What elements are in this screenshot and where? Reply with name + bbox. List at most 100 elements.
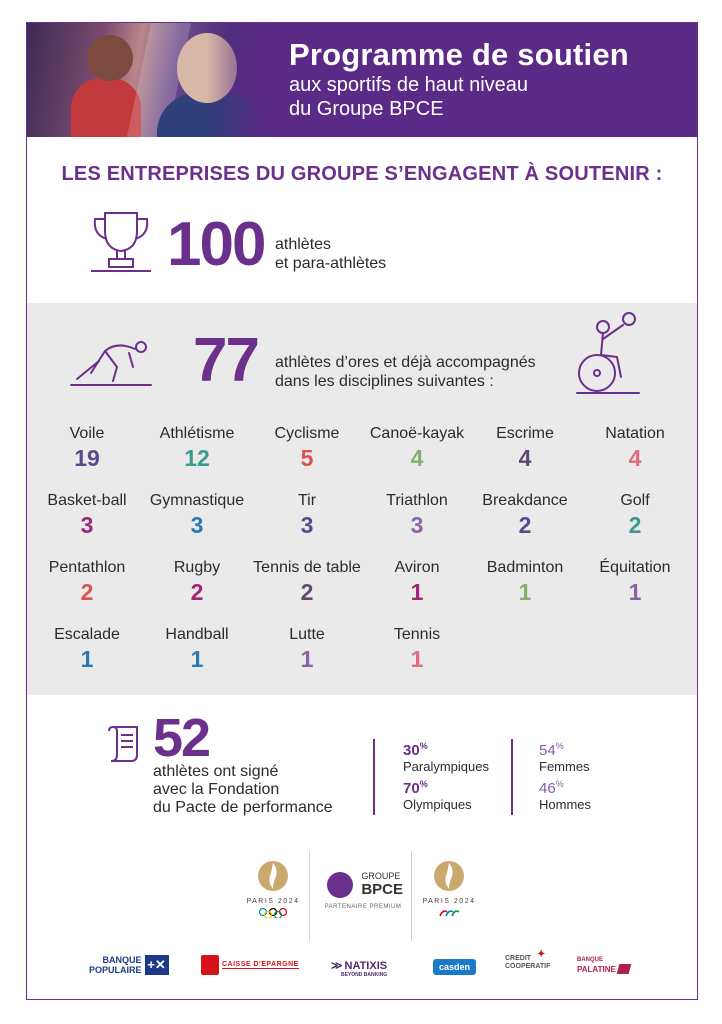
partner-separator-2 [411,851,412,941]
sport-item: Handball 1 [137,626,257,673]
casden-logo: casden [433,959,477,975]
sport-count: 2 [80,579,94,605]
paris-2024-olympic-logo: PARIS 2024 [243,859,303,923]
banque-palatine-logo: BANQUE PALATINE [577,957,632,974]
sport-name: Tennis [393,626,441,643]
sport-name: Lutte [289,626,325,643]
sport-name: Aviron [394,559,440,576]
sport-item: Rugby 2 [137,559,257,606]
infographic: Programme de soutien aux sportifs de hau… [26,22,698,1000]
sport-count: 3 [80,512,94,538]
accompanied-number: 77 [193,326,260,395]
stats-divider-2 [511,739,513,815]
agitos-icon [439,910,460,917]
stat-olympic: 70% Olympiques [403,779,472,812]
sport-item: Canoë-kayak 4 [357,425,477,472]
sprinter-icon [70,341,152,386]
sport-item: Gymnastique 3 [137,492,257,539]
sport-item: Voile 19 [27,425,147,472]
star-icon: ✦ [537,949,546,960]
groupe-bpce-logo: GROUPE BPCE PARTENAIRE PREMIUM [324,871,403,910]
sport-count: 1 [628,579,642,605]
section-headline: LES ENTREPRISES DU GROUPE S’ENGAGENT À S… [61,163,663,185]
wheelchair-athlete-icon [576,312,640,394]
sport-name: Voile [69,425,105,442]
sport-name: Badminton [486,559,564,576]
subtitle-line-2: du Groupe BPCE [289,98,444,120]
sport-count: 2 [190,579,204,605]
stat-paralympic: 30% Paralympiques [403,741,489,774]
flame-icon [258,861,288,891]
sport-name: Pentathlon [48,559,126,576]
sport-name: Handball [165,626,229,643]
sport-item: Tennis de table 2 [247,559,367,606]
palatine-flag-icon [616,964,632,974]
sport-name: Escalade [54,626,120,643]
sport-count: 2 [628,512,642,538]
olympic-rings-icon [258,907,288,920]
sport-item: Breakdance 2 [465,492,585,539]
sport-item: Athlétisme 12 [137,425,257,472]
sport-name: Cyclisme [274,425,340,442]
sport-count: 1 [80,646,94,672]
banque-populaire-logo: BANQUE POPULAIRE +✕ [89,955,169,975]
contract-scroll-icon [108,725,138,762]
sport-item: Aviron 1 [357,559,477,606]
sport-name: Canoë-kayak [369,425,465,442]
sport-item: Natation 4 [575,425,695,472]
sport-count: 5 [300,445,314,471]
disciplines-panel [27,303,697,695]
sport-item: Triathlon 3 [357,492,477,539]
caisse-epargne-logo: CAISSE D'EPARGNE [201,955,299,975]
sport-count: 4 [628,445,642,471]
squirrel-icon [201,955,219,975]
sport-item: Escalade 1 [27,626,147,673]
bp-plus-x-icon: +✕ [144,955,169,975]
signed-number: 52 [153,708,211,768]
subtitle-line-1: aux sportifs de haut niveau [289,74,529,96]
sport-count: 3 [190,512,204,538]
sport-item: Cyclisme 5 [247,425,367,472]
sport-count: 2 [300,579,314,605]
athletes-target-label: athlètes et para-athlètes [275,236,387,272]
sport-name: Gymnastique [149,492,245,509]
stats-divider-1 [373,739,375,815]
sport-name: Athlétisme [159,425,235,442]
sport-count: 3 [410,512,424,538]
sport-name: Escrime [496,425,554,442]
sport-name: Triathlon [386,492,448,509]
credit-cooperatif-logo: CREDIT COOPERATIF ✦ [505,949,551,970]
sport-item: Basket-ball 3 [27,492,147,539]
sport-count: 3 [300,512,314,538]
sport-count: 1 [518,579,532,605]
sport-count: 2 [518,512,532,538]
sport-count: 12 [184,445,210,471]
sport-item: Pentathlon 2 [27,559,147,606]
paris-2024-paralympic-logo: PARIS 2024 [419,859,479,923]
sport-item: Lutte 1 [247,626,367,673]
signed-label: athlètes ont signé avec la Fondation du … [153,763,333,816]
sport-name: Natation [605,425,665,442]
sport-name: Équitation [599,559,671,576]
sport-name: Tennis de table [253,559,361,576]
page-title: Programme de soutien [289,37,629,72]
natixis-icon: ≫ [331,960,343,972]
flame-icon [434,861,464,891]
sport-item: Golf 2 [575,492,695,539]
sport-count: 1 [410,579,424,605]
sport-name: Basket-ball [47,492,127,509]
bpce-icon [327,871,354,898]
sport-count: 1 [410,646,424,672]
sport-name: Rugby [173,559,221,576]
trophy-icon [91,212,151,272]
partner-separator-1 [309,851,310,941]
header-banner: Programme de soutien aux sportifs de hau… [27,23,697,137]
sport-count: 4 [410,445,424,471]
stat-men: 46% Hommes [539,779,592,812]
sport-name: Breakdance [482,492,568,509]
sport-name: Tir [297,492,317,509]
accompanied-label: athlètes d’ores et déjà accompagnés dans… [275,354,536,390]
sport-item: Escrime 4 [465,425,585,472]
sport-count: 1 [190,646,204,672]
sport-count: 4 [518,445,532,471]
